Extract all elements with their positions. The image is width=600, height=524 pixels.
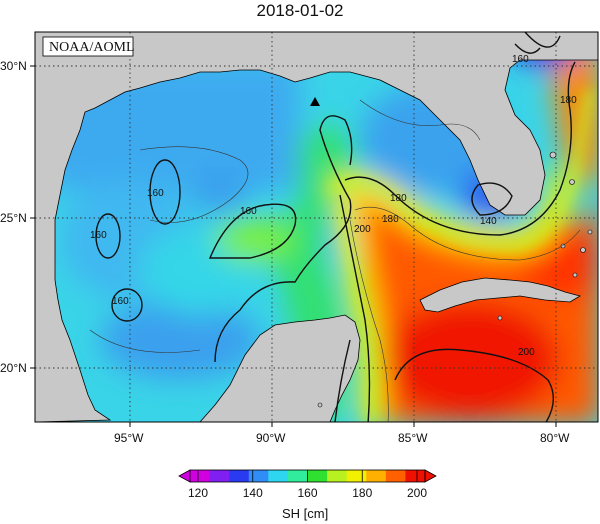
colorbar-segment bbox=[327, 470, 348, 482]
contour-label: 180 bbox=[390, 193, 407, 204]
contour-label: 140 bbox=[480, 216, 497, 227]
colorbar-segment bbox=[190, 470, 211, 482]
contour-label: 160 bbox=[147, 188, 164, 199]
colorbar-tick-label: 120 bbox=[188, 486, 208, 500]
lat-label: 30°N bbox=[0, 59, 27, 73]
colorbar-tick-label: 180 bbox=[352, 486, 372, 500]
graticule bbox=[35, 32, 598, 422]
lat-label: 20°N bbox=[0, 361, 27, 375]
contour-lines bbox=[95, 32, 576, 422]
triangle-marker bbox=[310, 97, 320, 106]
contour-label-group: 160 160 160 160 140 180 180 180 200 200 … bbox=[90, 54, 577, 358]
colorbar-min-arrow bbox=[178, 469, 191, 483]
lon-label: 90°W bbox=[256, 431, 286, 445]
credit-box bbox=[42, 36, 134, 57]
colorbar-tick-label: 160 bbox=[297, 486, 317, 500]
current-band bbox=[327, 89, 594, 422]
colorbar-segment bbox=[248, 470, 269, 482]
colorbar-segment bbox=[229, 470, 250, 482]
contour-label: 200 bbox=[518, 347, 535, 358]
land-islands bbox=[317, 151, 593, 408]
map-frame bbox=[34, 31, 599, 423]
colorbar-tick-label: 140 bbox=[243, 486, 263, 500]
frame-ticks bbox=[30, 65, 557, 427]
map-area: 160 160 160 160 140 180 180 180 200 200 … bbox=[35, 32, 598, 422]
colorbar-tick-label: 200 bbox=[407, 486, 427, 500]
contour-label: 160 bbox=[240, 206, 257, 217]
colorbar: 120 140 160 180 200 bbox=[178, 469, 437, 500]
colorbar-segment bbox=[287, 470, 308, 482]
colorbar-segment bbox=[307, 470, 328, 482]
lat-label: 25°N bbox=[0, 211, 27, 225]
contour-label: 160 bbox=[90, 230, 107, 241]
lon-label: 80°W bbox=[540, 431, 570, 445]
colorbar-segment bbox=[366, 470, 387, 482]
land-cuba bbox=[419, 277, 582, 313]
contour-label: 160 bbox=[512, 54, 529, 65]
contour-label: 180 bbox=[382, 214, 399, 225]
colorbar-title: SH [cm] bbox=[282, 506, 328, 521]
colorbar-segment bbox=[385, 470, 406, 482]
colorbar-segment bbox=[346, 470, 367, 482]
contour-label: 180 bbox=[560, 95, 577, 106]
colorbar-max-arrow bbox=[424, 469, 437, 483]
contour-label: 160 bbox=[112, 296, 129, 307]
land-usa bbox=[35, 32, 598, 422]
colorbar-segment bbox=[268, 470, 289, 482]
credit-label: NOAA/AOML bbox=[49, 40, 135, 55]
colorbar-segment bbox=[209, 470, 230, 482]
map-title: 2018-01-02 bbox=[256, 1, 344, 20]
contour-lines-thin bbox=[89, 99, 581, 422]
land-yucatan bbox=[199, 314, 361, 422]
lon-label: 85°W bbox=[398, 431, 428, 445]
lon-label: 95°W bbox=[114, 431, 144, 445]
contour-label: 200 bbox=[354, 224, 371, 235]
colorbar-segment bbox=[405, 470, 426, 482]
